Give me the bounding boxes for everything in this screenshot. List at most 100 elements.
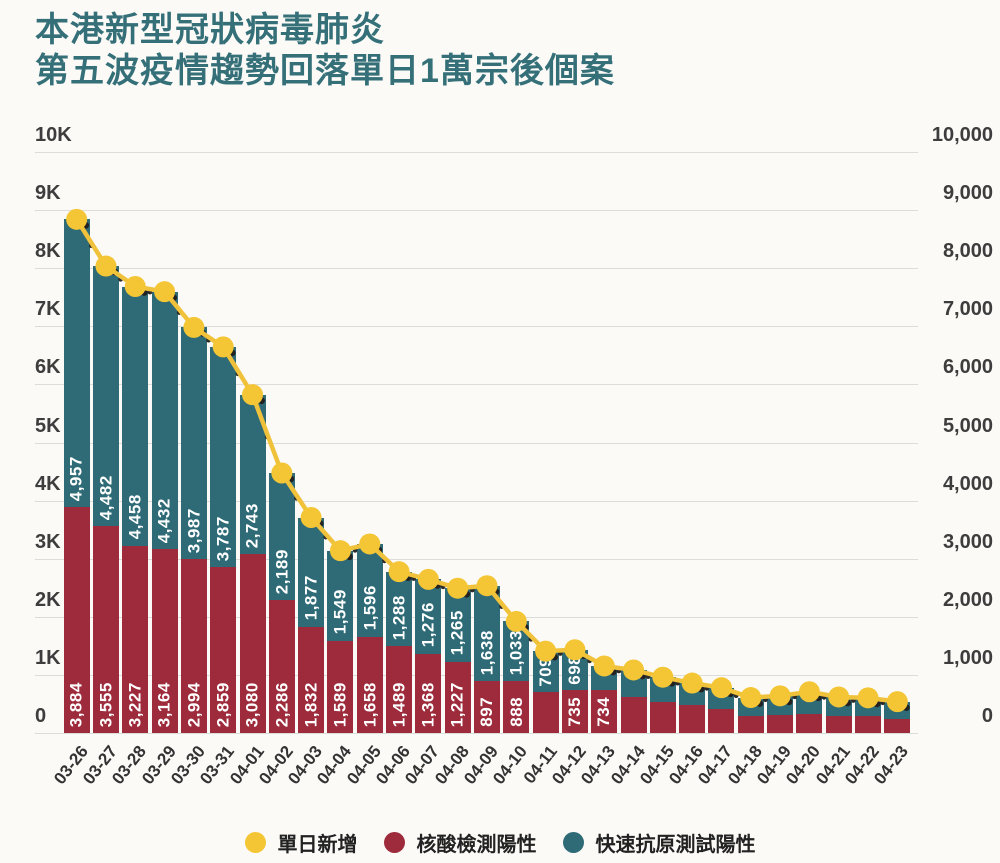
line-point-marker [300,507,322,529]
bar-segment-pcr [415,653,442,733]
bar-segment-pcr [561,690,588,733]
line-point-marker [66,208,88,230]
page-title: 本港新型冠狀病毒肺炎 第五波疫情趨勢回落單日1萬宗後個案 [35,10,615,92]
bar-segment-pcr [298,626,325,733]
bar-stack [63,219,90,733]
y-axis-label-left: 7K [35,298,61,321]
gridline [35,384,918,386]
y-axis-label-left: 8K [35,240,61,263]
title-line-1: 本港新型冠狀病毒肺炎 [35,11,385,49]
line-point-marker [798,681,820,703]
bar-segment-rat [298,517,325,627]
title-line-2: 第五波疫情趨勢回落單日1萬宗後個案 [35,51,615,90]
daily-new-trend-line [66,208,910,713]
y-axis-label-right: 10,000 [931,124,993,146]
line-point-marker [564,639,586,661]
bar-segment-rat [122,286,149,546]
legend-label: 單日新增 [277,833,358,856]
y-axis-label-right: 1,000 [942,646,993,669]
bar-segment-pcr [884,719,911,733]
line-point-marker [417,568,439,590]
legend-label: 核酸檢測陽性 [416,833,537,856]
line-point-marker [242,384,264,406]
line-point-marker [505,610,527,632]
bar-stack [298,517,325,733]
y-axis-label-left: 4K [35,472,61,495]
y-axis-label-right: 3,000 [942,530,993,553]
line-point-marker [681,672,703,694]
pcr-positive-dot-icon [383,831,405,853]
line-point-marker [886,691,908,713]
bar-segment-pcr [649,701,676,733]
bar-stack [474,585,500,733]
bar-stack [122,286,149,733]
y-axis-label-left: 0 [35,705,47,727]
legend-item-daily-new: 單日新增 [244,828,358,857]
bar-segment-pcr [63,507,90,733]
bar-segment-pcr [503,681,530,733]
chart-legend: 單日新增 核酸檢測陽性 快速抗原測試陽性 [0,822,1000,862]
gridline [35,210,918,212]
line-point-marker [710,677,732,699]
bar-stack [268,473,295,733]
bar-stack [327,550,354,733]
bar-stack [210,346,237,733]
bar-segment-pcr [767,714,794,733]
line-point-marker [740,687,762,709]
bar-stack [356,543,383,733]
gridline [35,500,918,502]
bar-segment-pcr [679,705,706,733]
line-point-marker [271,462,293,484]
bar-segment-pcr [532,692,559,733]
bar-stack [444,588,471,733]
bar-segment-pcr [122,545,149,733]
line-point-marker [329,540,351,562]
bar-segment-pcr [210,566,237,733]
y-axis-label-right: 0 [981,705,993,727]
gridline [35,152,918,153]
line-point-marker [359,533,381,555]
bar-segment-pcr [239,554,266,733]
line-point-marker [857,687,879,709]
gridline [35,442,918,444]
rat-positive-dot-icon [562,831,584,853]
legend-item-pcr-positive: 核酸檢測陽性 [383,828,537,857]
line-point-marker [183,316,205,338]
y-axis-label-right: 5,000 [942,414,993,437]
gridline [35,733,918,734]
bar-segment-rat [327,550,354,641]
y-axis-label-left: 1K [35,646,61,669]
bar-segment-rat [210,346,237,567]
legend-label: 快速抗原測試陽性 [595,833,756,856]
bar-segment-pcr [855,716,882,733]
bar-segment-pcr [180,559,207,733]
line-point-marker [476,575,498,597]
y-axis-label-right: 2,000 [942,588,993,611]
y-axis-label-right: 7,000 [942,298,993,321]
y-axis-label-left: 2K [35,588,61,611]
bar-segment-rat [415,579,442,654]
bar-segment-pcr [151,549,178,733]
y-axis-label-right: 6,000 [942,356,993,379]
gridline [35,268,918,270]
bar-segment-rat [444,588,471,662]
bar-segment-pcr [386,646,413,733]
bar-stack [92,266,119,733]
bar-segment-pcr [474,680,500,733]
trend-polyline [74,218,898,704]
bar-segment-rat [180,327,207,560]
line-point-marker [154,281,176,303]
bar-segment-pcr [708,709,735,733]
bar-segment-pcr [591,690,618,733]
bar-segment-pcr [444,661,471,733]
line-point-marker [652,666,674,688]
y-axis-label-left: 5K [35,414,61,437]
bar-segment-rat [268,473,295,601]
bar-stack [180,327,207,733]
line-point-marker [124,276,146,298]
line-point-marker [447,577,469,599]
bar-stack [386,571,413,733]
bar-segment-rat [151,291,178,550]
line-point-marker [388,561,410,583]
